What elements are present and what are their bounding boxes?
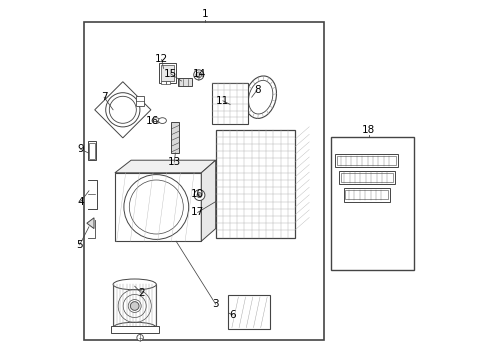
Bar [87, 141, 96, 160]
Circle shape [194, 190, 204, 201]
Bar [159, 63, 176, 83]
Text: 5: 5 [76, 240, 83, 250]
Bar [161, 81, 165, 84]
Bar [113, 284, 156, 328]
Text: 14: 14 [192, 69, 206, 79]
Text: 10: 10 [191, 189, 204, 199]
Bar [345, 190, 387, 199]
Ellipse shape [105, 93, 140, 127]
Polygon shape [215, 117, 309, 130]
Bar [336, 156, 396, 165]
Bar [343, 188, 389, 202]
Bar [89, 143, 95, 159]
Text: 18: 18 [361, 125, 375, 135]
Circle shape [196, 72, 201, 78]
Ellipse shape [109, 96, 136, 123]
Circle shape [130, 302, 139, 310]
Text: 16: 16 [146, 116, 159, 126]
Circle shape [129, 180, 183, 234]
Bar [330, 137, 413, 270]
Bar [161, 65, 174, 81]
Ellipse shape [158, 118, 166, 123]
Ellipse shape [244, 76, 276, 118]
Text: 7: 7 [101, 92, 107, 102]
Circle shape [137, 334, 143, 341]
Polygon shape [294, 117, 309, 238]
Bar [228, 295, 269, 329]
Text: 4: 4 [77, 197, 84, 207]
Bar [178, 78, 192, 86]
Text: 15: 15 [164, 69, 177, 79]
Bar [340, 173, 392, 182]
Circle shape [197, 193, 202, 198]
Bar [212, 83, 247, 124]
Polygon shape [201, 160, 215, 241]
Text: 2: 2 [138, 288, 145, 298]
Text: 12: 12 [155, 54, 168, 64]
Bar [335, 154, 397, 167]
Polygon shape [269, 286, 280, 329]
Bar [84, 22, 323, 340]
Text: 9: 9 [77, 144, 84, 154]
Ellipse shape [248, 80, 272, 114]
Bar [171, 122, 179, 153]
Polygon shape [95, 82, 151, 138]
Text: 11: 11 [216, 96, 229, 106]
Ellipse shape [113, 279, 156, 290]
Polygon shape [115, 160, 215, 173]
Bar [338, 171, 394, 184]
Text: 6: 6 [229, 310, 236, 320]
Text: 13: 13 [167, 157, 181, 167]
Polygon shape [115, 173, 201, 241]
Polygon shape [87, 218, 94, 229]
Bar [136, 96, 144, 106]
Ellipse shape [152, 118, 160, 123]
Circle shape [123, 175, 188, 239]
Text: 17: 17 [191, 207, 204, 217]
Text: 1: 1 [201, 9, 208, 19]
Text: 3: 3 [212, 299, 219, 309]
Bar [110, 326, 159, 333]
Bar [165, 81, 170, 84]
Text: 8: 8 [253, 85, 260, 95]
Circle shape [193, 70, 203, 80]
Polygon shape [228, 286, 280, 295]
Ellipse shape [113, 322, 156, 333]
Bar [215, 130, 294, 238]
